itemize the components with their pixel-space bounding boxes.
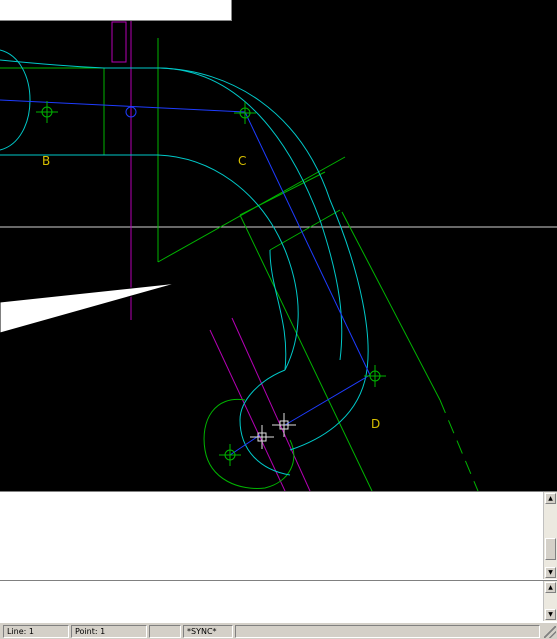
label-d: D bbox=[371, 417, 381, 431]
cyan-inner-curve bbox=[0, 154, 299, 371]
tooltip-box bbox=[0, 0, 232, 21]
magenta-marker bbox=[111, 21, 127, 63]
cursor-crosshair-2 bbox=[272, 413, 296, 437]
cyan-lower-curve bbox=[289, 379, 366, 451]
scroll-down-icon[interactable]: ▼ bbox=[545, 609, 556, 620]
status-bar: Line: 1 Point: 1 *SYNC* bbox=[0, 622, 557, 639]
status-message bbox=[235, 625, 540, 638]
status-empty bbox=[149, 625, 181, 638]
cyan-lower-inner bbox=[239, 369, 291, 476]
cursor-crosshair-1 bbox=[250, 425, 274, 449]
drawing-viewport[interactable]: B C D bbox=[0, 0, 557, 491]
cyan-segment bbox=[269, 249, 287, 371]
resize-grip-icon[interactable] bbox=[544, 626, 556, 638]
drawing-svg bbox=[0, 20, 557, 491]
blue-short bbox=[284, 374, 371, 426]
cyan-outer-curve bbox=[0, 59, 369, 381]
green-right-diagonal bbox=[341, 211, 441, 401]
blue-centerline bbox=[0, 99, 246, 113]
green-right-dashed bbox=[439, 399, 479, 491]
blue-diagonal bbox=[244, 111, 371, 376]
output-panel[interactable]: ▲ ▼ bbox=[0, 491, 557, 580]
scroll-thumb[interactable] bbox=[545, 538, 556, 560]
label-b: B bbox=[42, 154, 51, 168]
output-scrollbar[interactable]: ▲ ▼ bbox=[543, 492, 557, 579]
point-marker-lower[interactable] bbox=[219, 444, 241, 466]
status-sync: *SYNC* bbox=[183, 625, 233, 638]
label-c: C bbox=[238, 154, 247, 168]
scroll-down-icon[interactable]: ▼ bbox=[545, 567, 556, 578]
callout-pointer bbox=[0, 282, 179, 334]
green-lobe bbox=[203, 398, 295, 489]
cyan-mid-curve bbox=[159, 67, 343, 361]
green-cross-1 bbox=[269, 209, 341, 251]
status-line: Line: 1 bbox=[3, 625, 69, 638]
point-marker-centerline[interactable] bbox=[125, 106, 137, 118]
magenta-diagonal-1 bbox=[209, 329, 286, 491]
magenta-diagonal-2 bbox=[231, 317, 311, 491]
point-marker-c[interactable] bbox=[234, 102, 256, 124]
blue-lower bbox=[229, 434, 261, 456]
point-marker-d[interactable] bbox=[364, 365, 386, 387]
scroll-up-icon[interactable]: ▲ bbox=[545, 582, 556, 593]
command-scrollbar[interactable]: ▲ ▼ bbox=[543, 581, 557, 621]
scroll-up-icon[interactable]: ▲ bbox=[545, 493, 556, 504]
point-marker-b[interactable] bbox=[36, 101, 58, 123]
green-cross-2 bbox=[239, 171, 326, 216]
green-long-diagonal bbox=[239, 214, 373, 491]
cyan-left-cap bbox=[0, 49, 31, 151]
command-panel[interactable]: ▲ ▼ bbox=[0, 580, 557, 622]
status-point: Point: 1 bbox=[71, 625, 147, 638]
